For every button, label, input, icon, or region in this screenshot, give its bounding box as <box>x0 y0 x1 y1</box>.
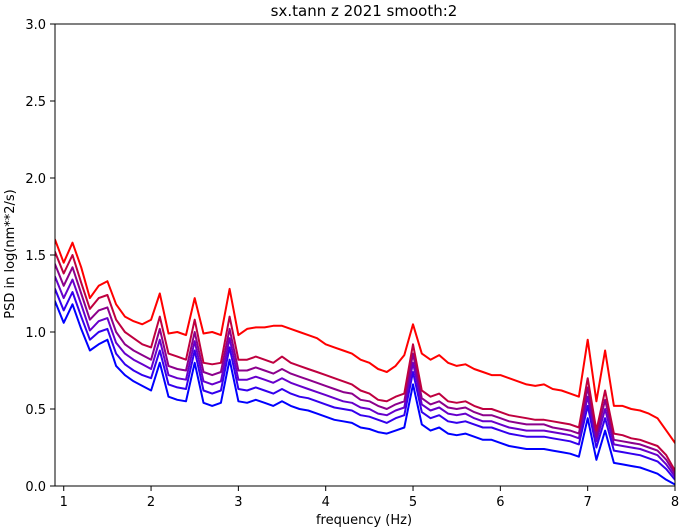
y-axis: 0.0 0.5 1.0 1.5 2.0 2.5 3.0 <box>25 18 55 495</box>
x-axis: 1 2 3 4 5 6 7 8 <box>60 486 679 510</box>
y-tick-label: 0.5 <box>25 403 46 418</box>
y-tick-label: 2.5 <box>25 95 46 110</box>
y-tick-label: 0.0 <box>25 480 46 495</box>
y-tick-label: 3.0 <box>25 18 46 33</box>
series-line-4 <box>55 275 675 478</box>
chart-title: sx.tann z 2021 smooth:2 <box>271 2 458 20</box>
series-line-6 <box>55 300 675 486</box>
y-axis-label: PSD in log(nm**2/s) <box>3 189 18 319</box>
x-tick-label: 7 <box>584 495 592 510</box>
x-tick-label: 1 <box>60 495 68 510</box>
x-tick-label: 6 <box>496 495 504 510</box>
series-layer <box>55 238 675 486</box>
y-tick-label: 1.0 <box>25 326 46 341</box>
series-line-2 <box>55 250 675 472</box>
x-tick-label: 5 <box>409 495 417 510</box>
x-tick-label: 4 <box>322 495 330 510</box>
y-tick-label: 1.5 <box>25 249 46 264</box>
y-tick-label: 2.0 <box>25 172 46 187</box>
series-line-3 <box>55 263 675 475</box>
x-tick-label: 8 <box>671 495 679 510</box>
series-line-5 <box>55 287 675 481</box>
x-axis-label: frequency (Hz) <box>316 513 412 528</box>
series-line-1 <box>55 238 675 444</box>
x-tick-label: 3 <box>234 495 242 510</box>
x-tick-label: 2 <box>147 495 155 510</box>
